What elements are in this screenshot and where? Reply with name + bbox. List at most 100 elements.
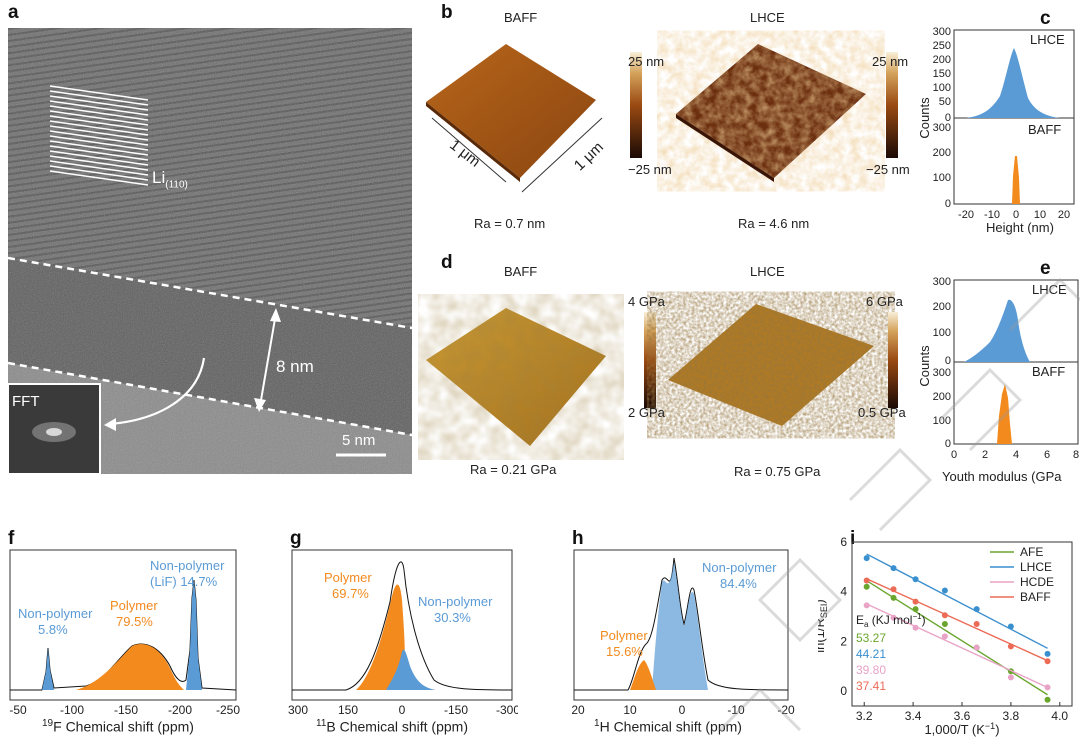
point-baff <box>1044 658 1051 665</box>
lattice-label: Li(110) <box>152 168 188 191</box>
ea-lhce: 44.21 <box>856 647 886 661</box>
x-tick-label: 3.4 <box>905 709 922 723</box>
ra-b-left: Ra = 0.7 nm <box>474 216 546 231</box>
legend-label-afe: AFE <box>1020 545 1043 559</box>
hist-modulus-baff <box>997 384 1012 444</box>
sei-boundary-bottom <box>8 361 412 437</box>
svg-text:-150: -150 <box>444 703 468 717</box>
point-lhce <box>1044 650 1051 657</box>
point-lhce <box>912 576 919 583</box>
svg-text:Youth modulus (GPa: Youth modulus (GPa <box>942 469 1062 484</box>
point-baff <box>1007 643 1014 650</box>
svg-text:LHCE: LHCE <box>1032 282 1067 297</box>
point-afe <box>1044 696 1051 703</box>
point-afe <box>941 621 948 627</box>
cbar-height-right <box>886 52 898 158</box>
cbar-top-right-d: 6 GPa <box>866 294 903 309</box>
f-nonpoly1: Non-polymer <box>18 606 93 621</box>
svg-text:200: 200 <box>933 54 951 66</box>
point-hcde <box>890 614 897 621</box>
svg-text:200: 200 <box>933 301 951 313</box>
f-xlabel: 19F Chemical shift (ppm) <box>42 718 194 735</box>
legend-label-hcde: HCDE <box>1020 575 1054 589</box>
fft-arrow <box>109 357 206 426</box>
y-tick-label: 2 <box>840 634 847 648</box>
b-right-title: LHCE <box>750 10 785 25</box>
y-tick-label: 4 <box>840 585 847 599</box>
svg-text:250: 250 <box>933 40 951 52</box>
svg-text:10: 10 <box>623 703 637 717</box>
h-poly-val: 15.6% <box>606 644 643 659</box>
fit-line-hcde <box>866 603 1048 689</box>
panel-letter-e: e <box>1040 258 1051 279</box>
g-nonpoly-val: 30.3% <box>434 610 471 625</box>
sei-boundary-top <box>8 256 412 330</box>
scale-label: 5 nm <box>342 432 376 449</box>
svg-text:300: 300 <box>933 367 951 379</box>
ea-baff: 37.41 <box>856 679 886 693</box>
svg-text:-300: -300 <box>496 703 518 717</box>
svg-text:0: 0 <box>679 703 686 717</box>
g-xlabel: 11B Chemical shift (ppm) <box>316 718 468 735</box>
svg-text:200: 200 <box>933 147 951 159</box>
svg-text:-250: -250 <box>216 703 240 717</box>
svg-text:Counts: Counts <box>920 345 932 387</box>
point-lhce <box>941 587 948 594</box>
cbar-bot-left: −25 nm <box>628 162 672 177</box>
legend-label-lhce: LHCE <box>1020 560 1052 574</box>
panel-letter-c: c <box>1040 8 1051 29</box>
svg-text:10: 10 <box>1034 209 1046 221</box>
h-nonpoly-val: 84.4% <box>720 576 757 591</box>
cbar-top-left: 25 nm <box>628 54 665 69</box>
svg-text:-50: -50 <box>9 703 27 717</box>
svg-text:0: 0 <box>945 198 951 210</box>
svg-text:BAFF: BAFF <box>1028 122 1061 137</box>
x-tick-label: 4.0 <box>1051 709 1068 723</box>
point-hcde <box>941 633 948 640</box>
tem-image <box>8 28 412 474</box>
svg-text:300: 300 <box>933 26 951 38</box>
cbar-modulus-right <box>888 312 898 408</box>
point-hcde <box>973 644 980 651</box>
svg-text:4: 4 <box>1013 449 1019 461</box>
i-xlabel: 1,000/T (K−1) <box>924 721 999 737</box>
h-poly: Polymer <box>600 628 648 643</box>
nmr-19f: -50 -100 -150 -200 -250 <box>9 549 240 717</box>
point-lhce <box>1007 623 1014 630</box>
svg-text:150: 150 <box>338 703 358 717</box>
f-nonpoly2: Non-polymer <box>150 558 225 573</box>
svg-text:20: 20 <box>571 703 585 717</box>
h-xlabel: 1H Chemical shift (ppm) <box>594 718 742 735</box>
g-poly-val: 69.7% <box>332 586 369 601</box>
x-tick-label: 3.8 <box>1003 709 1020 723</box>
svg-text:100: 100 <box>933 415 951 427</box>
thickness-arrow <box>259 312 277 407</box>
modulus-histograms: 300 200 100 0 300 200 100 0 0 2 4 6 8 LHCE BAF… <box>920 276 1079 484</box>
f-nonpoly2-sub: (LiF) 14.7% <box>150 574 218 589</box>
svg-text:-150: -150 <box>114 703 138 717</box>
b-left-title: BAFF <box>504 10 538 25</box>
svg-text:0: 0 <box>945 355 951 367</box>
d-right-title: LHCE <box>750 264 785 279</box>
svg-text:-100: -100 <box>60 703 84 717</box>
point-afe <box>912 606 919 613</box>
cbar-top-left-d: 4 GPa <box>628 294 665 309</box>
svg-text:200: 200 <box>933 391 951 403</box>
ea-label: Ea (KJ mol−1) <box>856 612 926 629</box>
svg-text:Height (nm): Height (nm) <box>986 220 1054 235</box>
point-lhce <box>890 565 897 572</box>
point-hcde <box>1044 684 1051 691</box>
fft-label: FFT <box>12 393 40 410</box>
panel-letter-d: d <box>441 252 453 273</box>
f-poly-val: 79.5% <box>116 614 153 629</box>
svg-text:-20: -20 <box>958 209 974 221</box>
nmr-11b: 300 150 0 -150 -300 <box>288 549 518 717</box>
svg-text:-20: -20 <box>777 703 795 717</box>
cbar-bot-right-d: 0.5 GPa <box>858 405 906 420</box>
svg-text:0: 0 <box>945 438 951 450</box>
legend-label-baff: BAFF <box>1020 590 1051 604</box>
svg-text:100: 100 <box>933 82 951 94</box>
panel-letter-i: i <box>850 528 856 549</box>
